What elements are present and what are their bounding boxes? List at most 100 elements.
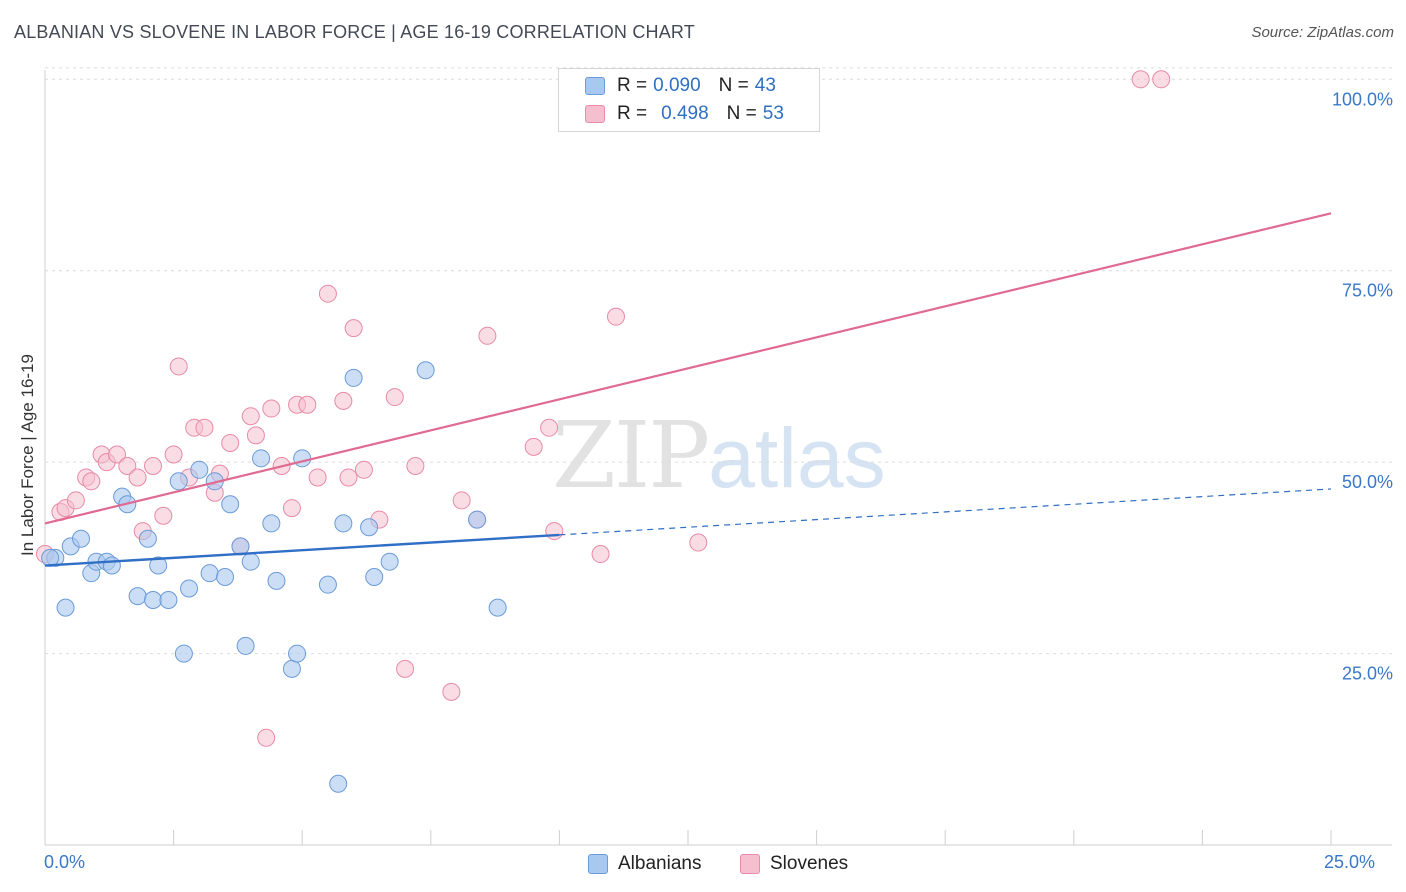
slovene-point (246, 426, 265, 445)
r-value: 0.090 (653, 75, 701, 96)
n-value: 43 (754, 75, 776, 96)
slovene-trendline (44, 212, 1332, 525)
slovene-point (298, 395, 317, 414)
slovenes-swatch (585, 105, 605, 123)
slovene-point (442, 682, 461, 701)
slovene-point (128, 468, 147, 487)
albanian-point (293, 449, 312, 468)
slovene-point (282, 499, 301, 518)
slovene-point (452, 491, 471, 510)
albanian-point (267, 571, 286, 590)
albanian-point (360, 518, 379, 537)
albanian-point (329, 774, 348, 793)
albanian-point (488, 598, 507, 617)
albanian-point (174, 644, 193, 663)
albanian-point (216, 568, 235, 587)
albanian-point (102, 556, 121, 575)
albanian-point (128, 587, 147, 606)
stats-legend: R = 0.090 N = 43 R = 0.498 N = 53 (558, 68, 820, 132)
slovene-point (385, 388, 404, 407)
slovene-point (144, 456, 163, 475)
albanian-point (200, 564, 219, 583)
slovene-point (540, 418, 559, 437)
albanian-point (344, 368, 363, 387)
legend-albanians: Albanians (588, 852, 701, 876)
x-tick-label-min: 0.0% (44, 852, 86, 872)
albanian-point (241, 552, 260, 571)
legend-slovenes-label: Slovenes (770, 853, 849, 874)
albanian-point (282, 659, 301, 678)
slovene-point (118, 456, 137, 475)
albanian-trendline-extension (559, 488, 1332, 536)
albanian-point (318, 575, 337, 594)
albanian-point (180, 579, 199, 598)
albanian-point (149, 556, 168, 575)
slovene-point (689, 533, 708, 552)
slovene-point (339, 468, 358, 487)
albanian-point (159, 590, 178, 609)
albanian-point (416, 361, 435, 380)
slovene-point (308, 468, 327, 487)
n-value: 53 (762, 103, 784, 124)
albanian-point (236, 636, 255, 655)
r-label: R = (617, 75, 648, 96)
slovene-point (344, 319, 363, 338)
albanian-point (72, 529, 91, 548)
slovene-point (524, 437, 543, 456)
slovene-point (318, 284, 337, 303)
watermark: ZIPatlas (552, 402, 886, 509)
albanian-point (221, 495, 240, 514)
albanian-trendline (44, 533, 560, 567)
slovene-point (257, 728, 276, 747)
watermark-atlas: atlas (708, 411, 886, 505)
albanian-point (334, 514, 353, 533)
r-label: R = (617, 103, 648, 124)
slovene-point (354, 460, 373, 479)
watermark-zip: ZIP (552, 402, 710, 509)
slovene-point (221, 434, 240, 453)
legend-albanians-label: Albanians (618, 853, 702, 874)
legend-slovenes: Slovenes (740, 852, 848, 876)
y-tick-label: 100.0% (1332, 89, 1393, 109)
slovene-point (396, 659, 415, 678)
albanians-swatch (585, 77, 605, 95)
albanian-point (288, 644, 307, 663)
source-label: Source: ZipAtlas.com (1251, 24, 1394, 41)
slovene-point (82, 472, 101, 491)
slovene-point (545, 522, 564, 541)
albanian-point (169, 472, 188, 491)
slovene-point (154, 506, 173, 525)
slovene-point (66, 491, 85, 510)
slovene-point (241, 407, 260, 426)
albanian-point (262, 514, 281, 533)
slovene-point (108, 445, 127, 464)
slovene-point (591, 545, 610, 564)
albanian-point (190, 460, 209, 479)
slovene-point (262, 399, 281, 418)
albanian-point (252, 449, 271, 468)
albanian-point (144, 590, 163, 609)
albanian-point (468, 510, 487, 529)
n-label: N = (718, 75, 749, 96)
y-tick-label: 25.0% (1342, 664, 1393, 684)
slovene-point (169, 357, 188, 376)
n-label: N = (726, 103, 757, 124)
slovenes-swatch (740, 854, 760, 874)
slovene-point (334, 391, 353, 410)
legend-row-albanians: R = 0.090 N = 43 (585, 73, 776, 99)
r-value: 0.498 (661, 103, 709, 124)
slovene-point (1152, 70, 1171, 89)
slovene-point (606, 307, 625, 326)
albanian-point (365, 568, 384, 587)
slovene-point (164, 445, 183, 464)
y-tick-label: 75.0% (1342, 281, 1393, 301)
y-tick-label: 50.0% (1342, 472, 1393, 492)
slovene-point (478, 326, 497, 345)
x-tick-label-max: 25.0% (1324, 852, 1376, 872)
slovene-point (1131, 70, 1150, 89)
legend-row-slovenes: R = 0.498 N = 53 (585, 101, 784, 127)
chart-title: ALBANIAN VS SLOVENE IN LABOR FORCE | AGE… (14, 22, 695, 42)
albanian-point (380, 552, 399, 571)
slovene-point (406, 456, 425, 475)
